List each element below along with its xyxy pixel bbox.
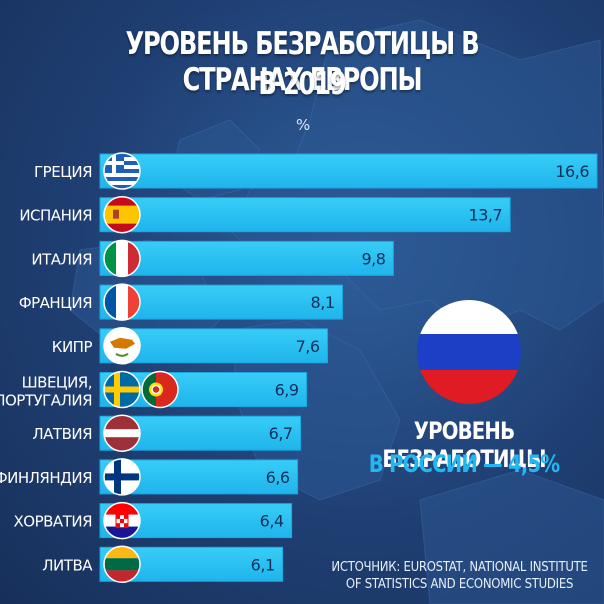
france-flag-icon (103, 283, 141, 321)
finland-flag-icon (103, 458, 141, 496)
latvia-flag-icon (103, 414, 141, 452)
portugal-flag-icon (141, 370, 179, 409)
spain-flag-icon (103, 195, 141, 234)
category-label-line: ЛАТВИЯ (32, 425, 92, 443)
category-label-line: ЛИТВА (42, 556, 93, 574)
value-label: 16,6 (555, 162, 589, 181)
category-label-line: ПОРТУГАЛИЯ (0, 392, 92, 410)
croatia-flag-icon (103, 501, 141, 540)
category-label: ФРАНЦИЯ (19, 294, 93, 312)
value-label: 9,8 (361, 249, 385, 268)
value-label: 6,1 (251, 555, 275, 574)
cyprus-flag-icon (103, 327, 141, 365)
bar-row: 6,7 ЛАТВИЯ (32, 414, 302, 452)
value-label: 8,1 (311, 293, 335, 312)
category-label: ХОРВАТИЯ (14, 513, 93, 531)
category-label: ИСПАНИЯ (19, 207, 92, 225)
category-label-line: ФРАНЦИЯ (19, 294, 92, 312)
bar-row: 13,7 ИСПАНИЯ (19, 195, 511, 234)
italy-flag-icon (103, 239, 141, 278)
bar-row: 8,1 ФРАНЦИЯ (19, 283, 344, 321)
category-label: КИПР (52, 338, 93, 356)
category-label: ГРЕЦИЯ (34, 163, 92, 181)
sweden-flag-icon (103, 370, 141, 409)
category-label: ШВЕЦИЯ,ПОРТУГАЛИЯ (0, 374, 93, 410)
category-label: ЛАТВИЯ (32, 425, 92, 443)
category-label-line: ИТАЛИЯ (31, 250, 92, 268)
category-label-line: ИСПАНИЯ (19, 207, 92, 225)
category-label-line: КИПР (52, 338, 93, 356)
bar-row: 7,6 КИПР (52, 327, 329, 365)
bar (99, 240, 394, 276)
bar-row: 6,9 ШВЕЦИЯ,ПОРТУГАЛИЯ (0, 370, 308, 410)
source-note: ИСТОЧНИК: EUROSTAT, NATIONAL INSTITUTE O… (329, 559, 590, 593)
source-line2: OF STATISTICS AND ECONOMIC STUDIES (345, 577, 574, 592)
category-label-line: ШВЕЦИЯ, (22, 374, 92, 392)
source-line1: ИСТОЧНИК: EUROSTAT, NATIONAL INSTITUTE (331, 560, 588, 575)
value-label: 6,9 (275, 381, 299, 400)
value-label: 6,4 (260, 512, 284, 531)
russia-value: В РОССИИ — 4,5% (368, 450, 560, 478)
bar-row: 6,4 ХОРВАТИЯ (14, 501, 293, 540)
russia-flag-icon (417, 300, 521, 404)
greece-flag-icon (103, 152, 141, 190)
value-label: 13,7 (469, 206, 503, 225)
bar-row: 6,6 ФИНЛЯНДИЯ (0, 458, 299, 496)
lithuania-flag-icon (103, 545, 141, 584)
category-label-line: ГРЕЦИЯ (34, 163, 92, 181)
unit-label: % (296, 116, 311, 134)
bar (99, 197, 511, 233)
value-label: 6,7 (269, 424, 293, 443)
category-label: ФИНЛЯНДИЯ (0, 469, 93, 487)
bar-row: 6,1 ЛИТВА (42, 545, 284, 584)
category-label: ИТАЛИЯ (31, 250, 92, 268)
value-label: 6,6 (266, 468, 290, 487)
russia-heading: УРОВЕНЬ БЕЗРАБОТИЦЫ (382, 417, 546, 473)
bar (99, 153, 598, 189)
bar-row: 16,6 ГРЕЦИЯ (34, 152, 598, 190)
bar-row: 9,8 ИТАЛИЯ (31, 239, 394, 278)
category-label-line: ФИНЛЯНДИЯ (0, 469, 92, 487)
category-label-line: ХОРВАТИЯ (14, 513, 93, 531)
value-label: 7,6 (296, 337, 320, 356)
chart-title-line2: В 2019 (258, 66, 346, 102)
category-label: ЛИТВА (42, 556, 93, 574)
chart-title-line1: УРОВЕНЬ БЕЗРАБОТИЦЫ В СТРАНАХ ЕВРОПЫ (125, 26, 480, 98)
